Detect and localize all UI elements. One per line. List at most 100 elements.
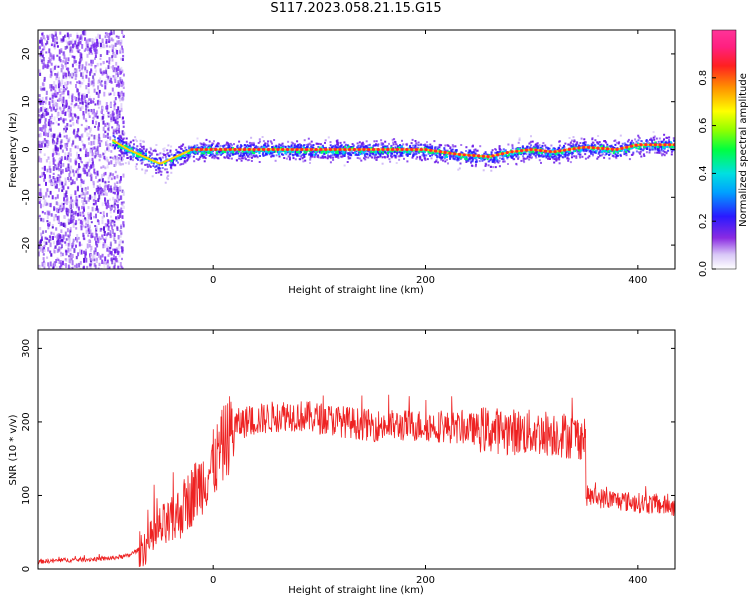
halo-cell	[193, 152, 195, 155]
halo-cell	[160, 173, 163, 176]
halo-cell	[316, 156, 319, 159]
noise-cell	[122, 34, 125, 38]
halo-cell	[140, 162, 143, 165]
band-cell	[580, 149, 583, 152]
halo-cell	[299, 158, 302, 161]
noise-cell	[53, 65, 56, 70]
halo-cell	[491, 160, 494, 163]
band-cell	[571, 147, 574, 149]
noise-cell	[56, 215, 59, 221]
noise-cell	[42, 218, 45, 223]
noise-cell	[83, 250, 86, 254]
halo-cell	[161, 167, 164, 169]
halo-cell	[139, 144, 142, 147]
halo-cell	[672, 137, 675, 140]
halo-cell	[658, 137, 661, 140]
halo-cell	[525, 153, 528, 155]
noise-cell	[42, 57, 45, 61]
noise-cell	[91, 38, 94, 43]
noise-cell	[77, 43, 80, 46]
noise-cell	[81, 161, 83, 164]
noise-cell	[47, 121, 50, 127]
noise-cell	[82, 79, 85, 82]
halo-cell	[230, 157, 233, 160]
halo-cell	[242, 157, 245, 160]
halo-cell	[658, 151, 661, 153]
noise-cell	[114, 248, 116, 254]
halo-cell	[310, 145, 312, 148]
halo-cell	[164, 155, 167, 158]
noise-cell	[56, 41, 59, 45]
halo-cell	[522, 158, 525, 161]
halo-cell	[591, 137, 594, 140]
halo-cell	[112, 144, 115, 147]
noise-cell	[87, 219, 90, 225]
noise-cell	[99, 57, 102, 60]
noise-cell	[68, 173, 71, 177]
halo-cell	[461, 152, 464, 154]
halo-cell	[517, 157, 520, 160]
noise-cell	[101, 216, 104, 219]
noise-cell	[116, 40, 119, 45]
noise-cell	[48, 179, 51, 183]
halo-cell	[363, 157, 365, 160]
halo-cell	[601, 153, 604, 156]
halo-cell	[339, 150, 342, 153]
noise-cell	[97, 208, 100, 213]
halo-cell	[247, 151, 250, 154]
halo-cell	[315, 142, 318, 145]
halo-cell	[452, 156, 455, 159]
halo-cell	[345, 149, 348, 152]
halo-cell	[128, 151, 131, 154]
noise-cell	[79, 81, 82, 85]
noise-cell	[66, 138, 69, 141]
noise-cell	[75, 195, 78, 201]
halo-cell	[213, 140, 215, 143]
halo-cell	[522, 157, 525, 160]
halo-cell	[557, 147, 560, 150]
noise-cell	[63, 192, 66, 198]
noise-cell	[56, 176, 59, 182]
noise-cell	[103, 185, 106, 191]
halo-cell	[625, 152, 628, 155]
noise-cell	[115, 117, 118, 122]
halo-cell	[603, 156, 606, 159]
band-cell	[522, 148, 525, 151]
noise-cell	[117, 266, 120, 269]
halo-cell	[443, 148, 446, 151]
halo-cell	[438, 143, 441, 146]
halo-cell	[470, 160, 473, 163]
noise-cell	[47, 36, 50, 40]
halo-cell	[123, 147, 126, 150]
halo-cell	[537, 153, 540, 156]
noise-cell	[94, 207, 97, 212]
noise-cell	[113, 233, 116, 237]
halo-cell	[450, 155, 453, 157]
noise-cell	[76, 234, 79, 239]
band-cell	[427, 151, 430, 154]
halo-cell	[352, 151, 354, 154]
noise-cell	[39, 188, 42, 194]
noise-cell	[51, 195, 54, 200]
noise-cell	[88, 230, 91, 234]
halo-cell	[310, 144, 313, 147]
band-cell	[379, 151, 382, 154]
halo-cell	[385, 145, 388, 148]
noise-cell	[101, 38, 104, 43]
band-cell	[618, 149, 621, 152]
band-cell	[325, 152, 328, 154]
halo-cell	[590, 143, 593, 145]
halo-cell	[337, 145, 340, 148]
halo-cell	[160, 170, 163, 173]
halo-cell	[414, 140, 417, 142]
noise-cell	[58, 265, 61, 269]
halo-cell	[558, 162, 561, 165]
noise-cell	[118, 179, 121, 184]
halo-cell	[606, 143, 609, 146]
halo-cell	[292, 157, 295, 160]
noise-cell	[57, 208, 60, 214]
halo-cell	[417, 144, 420, 147]
halo-cell	[183, 161, 186, 164]
noise-cell	[65, 195, 68, 198]
